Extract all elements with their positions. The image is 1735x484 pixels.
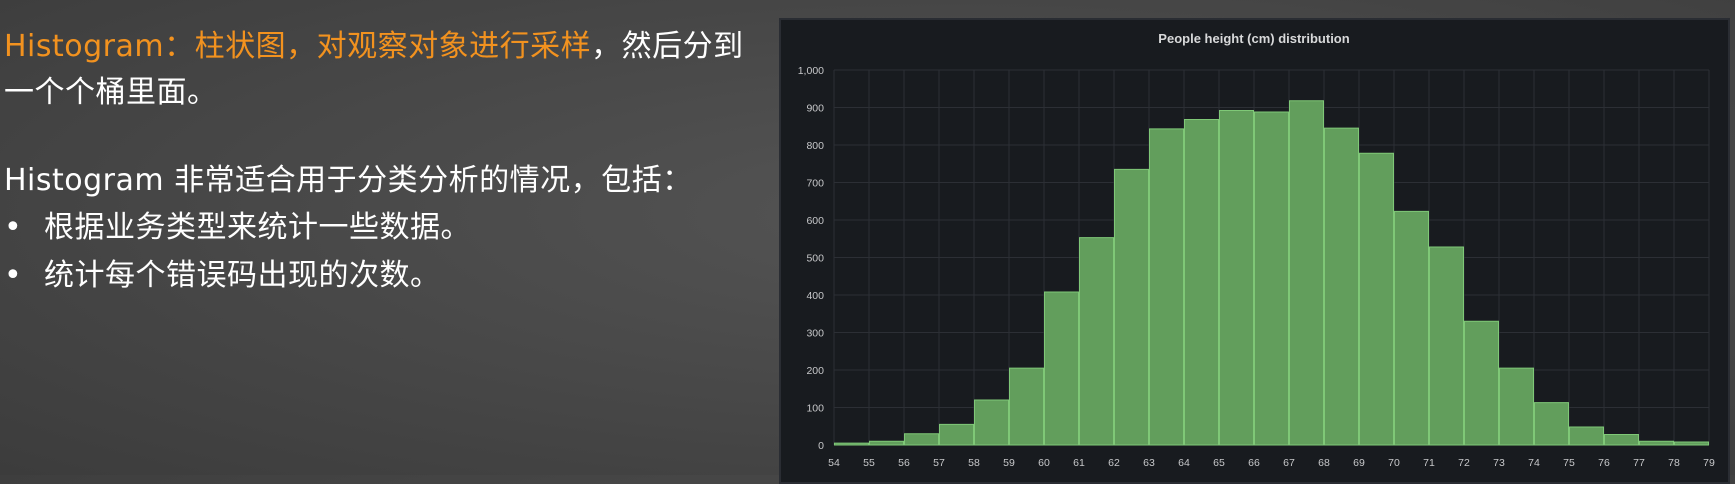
chart-title: People height (cm) distribution — [1158, 31, 1349, 46]
histogram-bar — [1569, 426, 1604, 446]
histogram-bar — [1499, 367, 1534, 446]
histogram-bar — [939, 423, 974, 446]
histogram-bar — [1149, 128, 1184, 446]
y-tick-label: 300 — [806, 328, 824, 340]
x-tick-label: 64 — [1178, 457, 1190, 469]
x-tick-label: 57 — [933, 457, 945, 469]
histogram-bar — [1394, 210, 1429, 446]
slide-text: Histogram：柱状图，对观察对象进行采样，然后分到一个个桶里面。 Hist… — [4, 24, 744, 300]
intro-rest: ，然后分到一个个桶里面。 — [4, 29, 744, 110]
x-tick-label: 74 — [1528, 457, 1540, 469]
x-tick-label: 66 — [1248, 457, 1260, 469]
chart-panel: People height (cm) distribution 0 100 200 3… — [779, 18, 1730, 484]
y-tick-label: 1,000 — [798, 65, 824, 77]
histogram-bar — [1079, 237, 1114, 446]
y-tick-label: 500 — [806, 253, 824, 265]
x-tick-label: 71 — [1423, 457, 1435, 469]
histogram-bar — [1184, 119, 1219, 446]
histogram-bar — [1464, 320, 1499, 446]
x-axis-ticks: 54 55 56 57 58 59 60 61 62 63 64 65 66 67 68 69 70 71 72 73… — [828, 457, 1715, 469]
x-tick-label: 55 — [863, 457, 875, 469]
intro-paragraph: Histogram：柱状图，对观察对象进行采样，然后分到一个个桶里面。 — [4, 24, 744, 116]
histogram-bar — [834, 442, 869, 446]
bullet-item: • 统计每个错误码出现的次数。 — [4, 252, 744, 300]
histogram-bar — [1429, 246, 1464, 446]
x-tick-label: 79 — [1703, 457, 1715, 469]
x-tick-label: 68 — [1318, 457, 1330, 469]
y-tick-label: 200 — [806, 365, 824, 377]
histogram-bar — [1604, 434, 1639, 446]
x-tick-label: 60 — [1038, 457, 1050, 469]
x-tick-label: 69 — [1353, 457, 1365, 469]
histogram-bar — [1219, 110, 1254, 446]
histogram-bar — [1289, 100, 1324, 446]
y-tick-label: 0 — [818, 440, 824, 452]
histogram-bar — [1534, 402, 1569, 446]
intro-highlight: Histogram：柱状图，对观察对象进行采样 — [4, 29, 592, 64]
histogram-bar — [974, 399, 1009, 446]
y-tick-label: 900 — [806, 103, 824, 115]
x-tick-label: 61 — [1073, 457, 1085, 469]
histogram-chart: People height (cm) distribution 0 100 200 3… — [798, 31, 1715, 469]
histogram-bar — [1044, 291, 1079, 446]
histogram-bar — [1639, 440, 1674, 446]
histogram-bar — [1254, 111, 1289, 446]
chart-bars — [834, 100, 1709, 446]
x-tick-label: 65 — [1213, 457, 1225, 469]
x-tick-label: 73 — [1493, 457, 1505, 469]
y-axis-ticks: 0 100 200 300 400 500 600 700 800 900 1,000 — [798, 65, 824, 452]
x-tick-label: 59 — [1003, 457, 1015, 469]
x-tick-label: 72 — [1458, 457, 1470, 469]
histogram-bar — [869, 440, 904, 446]
bullet-text: 统计每个错误码出现的次数。 — [44, 258, 441, 293]
x-tick-label: 58 — [968, 457, 980, 469]
x-tick-label: 63 — [1143, 457, 1155, 469]
y-tick-label: 600 — [806, 215, 824, 227]
histogram-bar — [904, 433, 939, 446]
x-tick-label: 76 — [1598, 457, 1610, 469]
y-tick-label: 400 — [806, 290, 824, 302]
x-tick-label: 70 — [1388, 457, 1400, 469]
histogram-bar — [1324, 127, 1359, 446]
histogram-bar — [1674, 441, 1709, 446]
histogram-bar — [1114, 168, 1149, 446]
x-tick-label: 78 — [1668, 457, 1680, 469]
y-tick-label: 800 — [806, 140, 824, 152]
x-tick-label: 56 — [898, 457, 910, 469]
y-tick-label: 700 — [806, 178, 824, 190]
x-tick-label: 67 — [1283, 457, 1295, 469]
bullet-marker: • — [4, 258, 23, 293]
usage-title: Histogram 非常适合用于分类分析的情况，包括： — [4, 163, 693, 198]
x-tick-label: 62 — [1108, 457, 1120, 469]
bullet-item: • 根据业务类型来统计一些数据。 — [4, 204, 744, 252]
bullet-text: 根据业务类型来统计一些数据。 — [44, 210, 471, 245]
x-tick-label: 75 — [1563, 457, 1575, 469]
x-tick-label: 77 — [1633, 457, 1645, 469]
bullet-marker: • — [4, 210, 23, 245]
histogram-bar — [1359, 152, 1394, 446]
y-tick-label: 100 — [806, 403, 824, 415]
x-tick-label: 54 — [828, 457, 840, 469]
histogram-bar — [1009, 367, 1044, 446]
